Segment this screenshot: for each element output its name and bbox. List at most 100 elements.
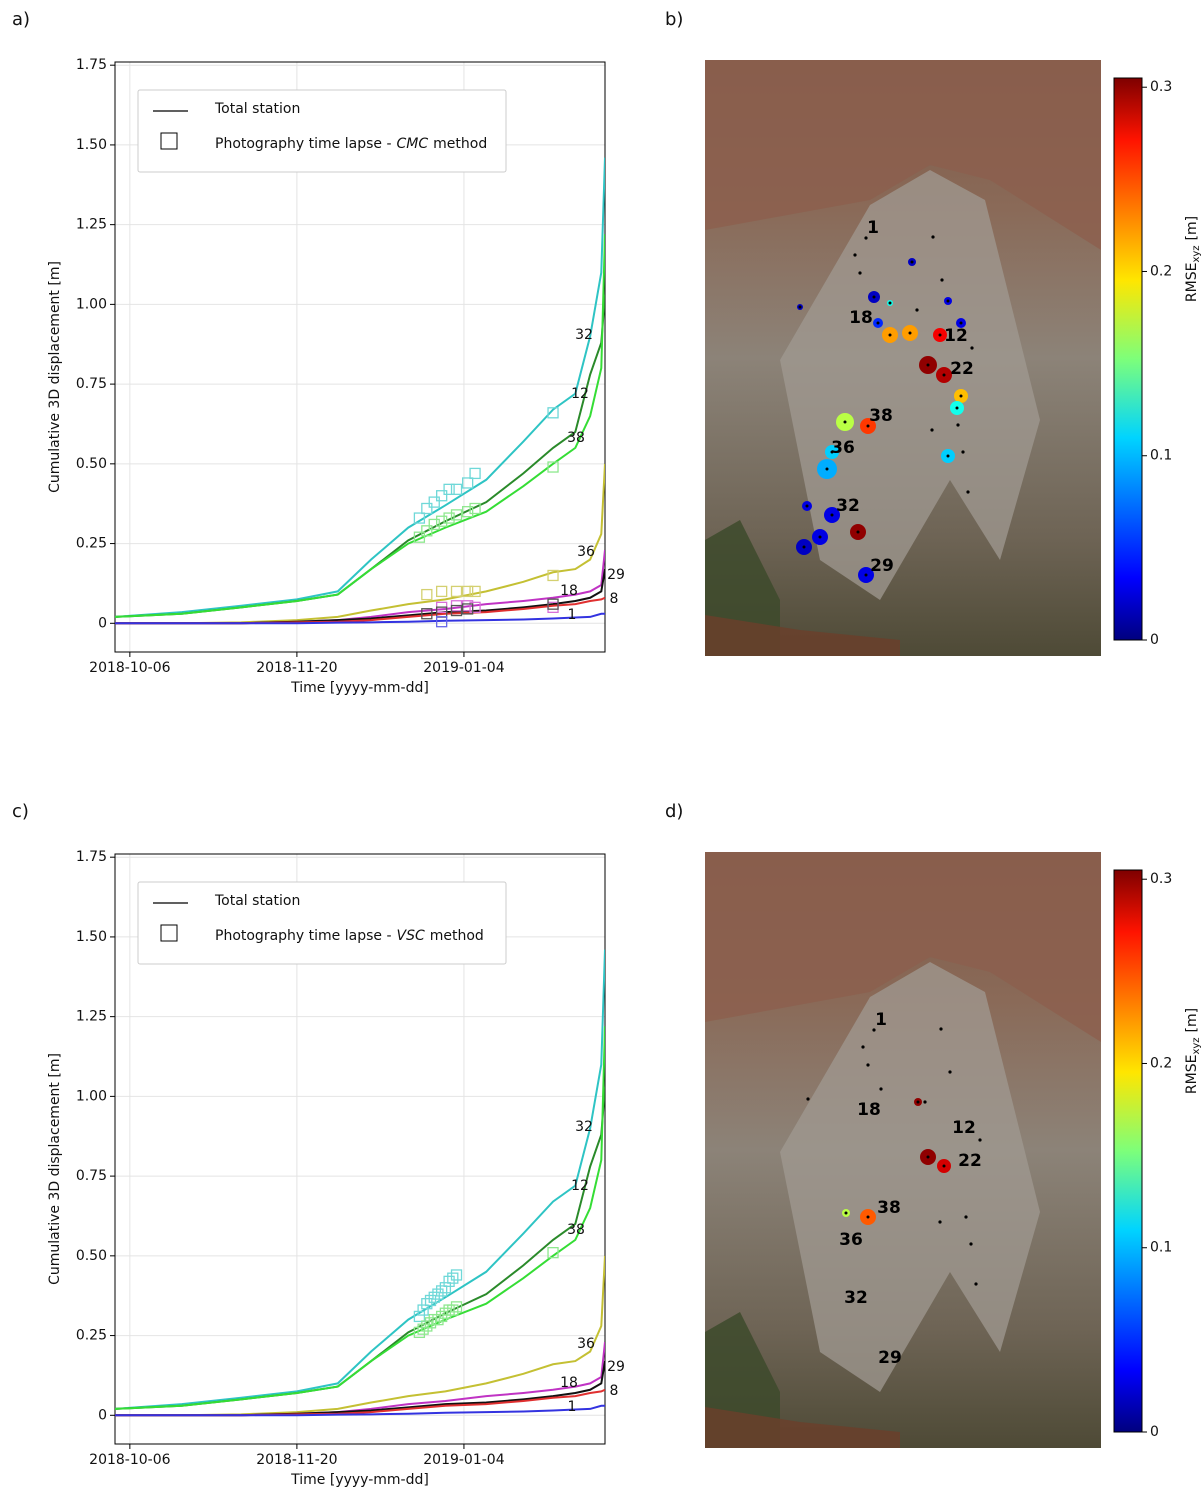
station-dot: [970, 346, 974, 350]
y-tick-label: 0: [98, 615, 107, 631]
point-label: 36: [831, 438, 855, 458]
photo-marker: [469, 502, 481, 515]
photo-marker: [417, 1323, 429, 1335]
photo-marker: [450, 1301, 463, 1313]
point-label: 18: [857, 1100, 881, 1120]
station-dot: [961, 450, 965, 454]
colorbar-tick-label: 0: [1150, 1424, 1159, 1440]
point-label: 32: [844, 1288, 868, 1308]
photo-marker: [462, 506, 474, 518]
series-end-label: 12: [571, 386, 589, 402]
station-dot: [910, 260, 914, 264]
photo-marker: [413, 512, 426, 524]
point-label: 22: [958, 1151, 982, 1171]
station-dot: [916, 1100, 920, 1104]
photo-marker: [447, 1272, 459, 1284]
colorbar-tick-label: 0: [1150, 632, 1159, 648]
photo-marker: [439, 1282, 452, 1294]
photo-marker: [439, 1307, 452, 1319]
station-dot: [955, 406, 959, 410]
y-tick-label: 0.75: [76, 376, 107, 392]
series-end-label: 8: [610, 1383, 619, 1399]
series-line: [115, 234, 605, 618]
photo-marker: [447, 1304, 459, 1316]
photo-marker: [421, 502, 433, 515]
x-tick-label: 2018-10-06: [89, 660, 170, 676]
photo-marker: [436, 616, 448, 628]
photo-marker: [443, 512, 455, 524]
y-tick-label: 1.50: [76, 137, 107, 153]
point-label: 22: [950, 359, 974, 379]
station-dot: [830, 450, 834, 454]
legend-label: Total station: [214, 101, 300, 117]
series-end-label: 29: [607, 1359, 625, 1375]
station-dot: [879, 1087, 883, 1091]
series-line: [115, 1404, 605, 1417]
photo-marker: [413, 531, 426, 543]
series-line: [115, 1255, 605, 1417]
series-end-label: 38: [567, 1222, 585, 1238]
station-dot: [938, 333, 942, 337]
photo-slope: [780, 170, 1040, 600]
point-label: 29: [878, 1348, 902, 1368]
y-tick-label: 1.75: [76, 57, 107, 73]
plot-frame: [114, 853, 606, 1445]
station-dot: [805, 504, 809, 508]
legend-text: method: [430, 928, 484, 944]
station-dot: [825, 467, 829, 471]
station-dot: [923, 1100, 927, 1104]
photo-marker: [436, 1285, 448, 1297]
series-end-label: 8: [610, 591, 619, 607]
point-label: 18: [849, 308, 873, 328]
station-dot: [888, 333, 892, 337]
series-end-label: 32: [575, 1119, 593, 1135]
series-end-label: 29: [607, 567, 625, 583]
photo-marker: [547, 407, 559, 419]
photo-marker: [450, 604, 463, 617]
series-end-label: 1: [568, 1399, 577, 1415]
photo-marker: [450, 585, 463, 598]
station-dot: [915, 308, 919, 312]
y-tick-label: 1.50: [76, 929, 107, 945]
series-line: [115, 463, 605, 625]
station-dot: [946, 454, 950, 458]
station-dot: [866, 424, 870, 428]
panel-label: c): [12, 801, 29, 822]
photo-marker: [428, 518, 440, 531]
station-dot: [866, 1063, 870, 1067]
label-sub: xyz: [1191, 1037, 1202, 1054]
y-tick-label: 1.25: [76, 217, 107, 233]
colorbar: [1113, 77, 1143, 641]
colorbar-label: RMSExyz [m]: [1184, 216, 1202, 302]
station-dot: [908, 331, 912, 335]
photo-marker: [421, 588, 433, 601]
label-text: RMSE: [1184, 263, 1200, 303]
photo-marker: [421, 608, 433, 620]
photo-marker: [450, 483, 463, 496]
photo-marker: [469, 467, 481, 480]
station-dot: [853, 253, 857, 257]
series-line: [115, 612, 605, 625]
y-axis-label: Cumulative 3D displacement [m]: [47, 1053, 63, 1285]
y-tick-label: 0.50: [76, 456, 107, 472]
colorbar-tick-label: 0.1: [1150, 448, 1172, 464]
photo-marker: [417, 1304, 429, 1316]
legend-text: Photography time lapse -: [215, 928, 392, 944]
station-dot: [798, 305, 802, 309]
photo-marker: [462, 477, 474, 489]
colorbar-tick-label: 0.3: [1150, 79, 1172, 95]
photo-marker: [432, 1313, 444, 1326]
panel-label: b): [665, 9, 683, 30]
station-dot: [948, 1070, 952, 1074]
y-tick-label: 1.25: [76, 1009, 107, 1025]
photo-marker: [424, 1294, 437, 1307]
station-dot: [974, 1282, 978, 1286]
photo-marker: [547, 1246, 559, 1259]
photo-marker: [428, 496, 440, 508]
label-unit: [m]: [1184, 216, 1200, 241]
plot-frame: [114, 61, 606, 653]
y-tick-label: 0.25: [76, 1328, 107, 1344]
colorbar-tick-label: 0.1: [1150, 1240, 1172, 1256]
station-dot: [802, 545, 806, 549]
legend-box: [137, 881, 507, 965]
